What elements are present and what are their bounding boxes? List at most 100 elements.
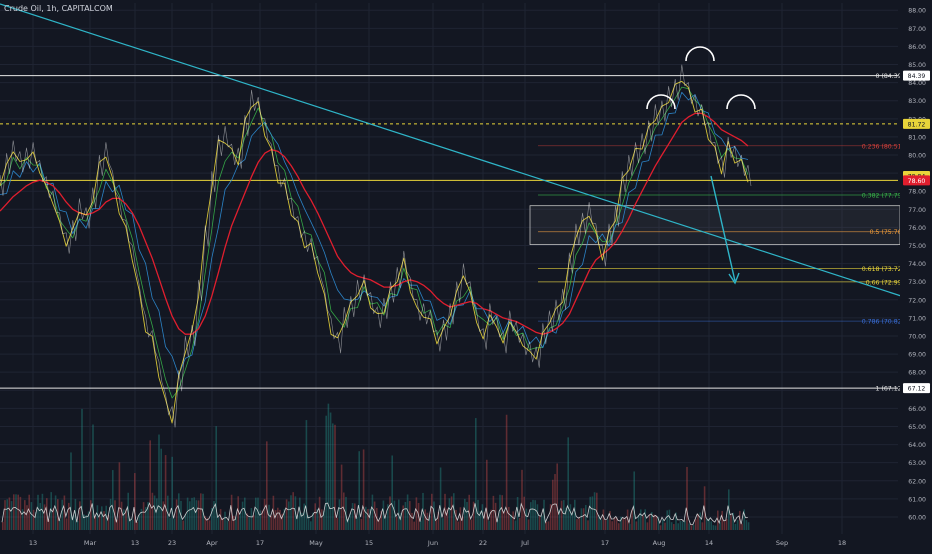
volume-bar [450,496,453,530]
volume-bar [670,522,673,530]
volume-bar [208,520,211,530]
volume-bar [142,502,145,530]
volume-bar [277,507,279,530]
volume-bar [28,494,30,530]
volume-bar [690,525,693,530]
volume-bar [439,467,442,530]
volume-bar [666,510,668,530]
volume-bar [505,414,508,530]
price-tick-label: 76.00 [908,225,926,232]
price-tick-label: 63.00 [908,460,926,467]
price-tick-label: 68.00 [908,370,926,377]
volume-bar [316,509,319,530]
volume-bar [640,509,642,530]
volume-bar [479,511,481,530]
price-tick-label: 77.00 [908,207,926,214]
volume-bar [622,518,624,530]
volume-bar [395,516,398,530]
volume-bar [226,520,228,530]
volume-bar [739,510,741,530]
volume-bar [68,502,70,530]
volume-bar [351,503,354,530]
volume-bar [732,512,734,530]
volume-bar [131,519,134,530]
volume-bar [281,513,283,530]
volume-bar [406,494,409,530]
volume-bar [10,501,13,530]
price-tick-label: 72.00 [908,297,926,304]
volume-bar [50,492,52,530]
volume-bar [653,514,655,530]
price-series [0,64,752,428]
time-tick-label: Mar [84,539,97,547]
fib-level-label: 0.236 (80.51) [862,143,904,150]
volume-bar [420,520,422,530]
volume-bar [169,518,171,530]
volume-bar [63,495,66,530]
price-tick-label: 69.00 [908,352,926,359]
volume-bar [147,502,149,530]
volume-bar [428,515,431,530]
volume-bar [26,505,28,530]
volume-bar [673,524,675,530]
fib-level-label: 0.618 (73.72) [862,266,904,273]
volume-bar [541,515,543,530]
volume-bar [618,523,620,530]
volume-bar [483,511,486,530]
fib-level-label: 0.382 (77.79) [862,193,904,200]
volume-bar [481,504,484,530]
fib-level-label: 0.5 (75.76) [870,229,904,236]
volume-bar [697,513,699,530]
volume-ma-line [1,502,748,526]
volume-bar [345,496,347,530]
volume-bar [244,497,246,530]
volume-bar [684,520,686,530]
volume-bar [61,499,63,530]
volume-bar [347,518,349,530]
volume-bar [571,512,574,530]
price-tag-text: 78.60 [908,178,926,185]
volume-bar [609,510,611,530]
volume-bar [668,509,671,530]
volume-bar [120,501,123,530]
volume-bar [637,514,640,530]
volume-bar [708,518,710,530]
chart-drawings [0,3,932,307]
volume-bar [189,501,191,530]
volume-bar [15,494,17,530]
volume-bar [382,500,385,530]
volume-bar [65,518,68,530]
volume-bar [248,517,250,530]
volume-bar [149,440,151,530]
volume-bar [655,515,657,530]
volume-bar [217,516,220,530]
volume-bar [402,505,404,530]
volume-bar [257,497,259,530]
volume-bar [404,501,407,530]
volume-bar [457,521,459,530]
volume-bar [574,499,576,530]
volume-bar [94,516,96,530]
series-line-0 [0,80,749,424]
volume-bar [35,512,37,530]
volume-bar [556,463,558,530]
volume-bar [164,455,167,530]
volume-bar [145,507,147,530]
time-tick-label: 18 [838,539,846,547]
volume-bar [30,502,33,530]
price-tag: 84.39 [903,70,930,81]
volume-bar [191,497,193,530]
volume-bar [19,496,22,530]
time-tick-label: Apr [206,539,218,547]
volume-bar [380,511,382,530]
series-line-2 [0,91,749,376]
price-tick-label: 62.00 [908,478,926,485]
volume-bar [241,501,244,530]
volume-bar [255,497,257,530]
price-tick-label: 81.00 [908,134,926,141]
price-tick-label: 61.00 [908,496,926,503]
volume-bar [98,516,101,530]
volume-bar [472,501,475,530]
